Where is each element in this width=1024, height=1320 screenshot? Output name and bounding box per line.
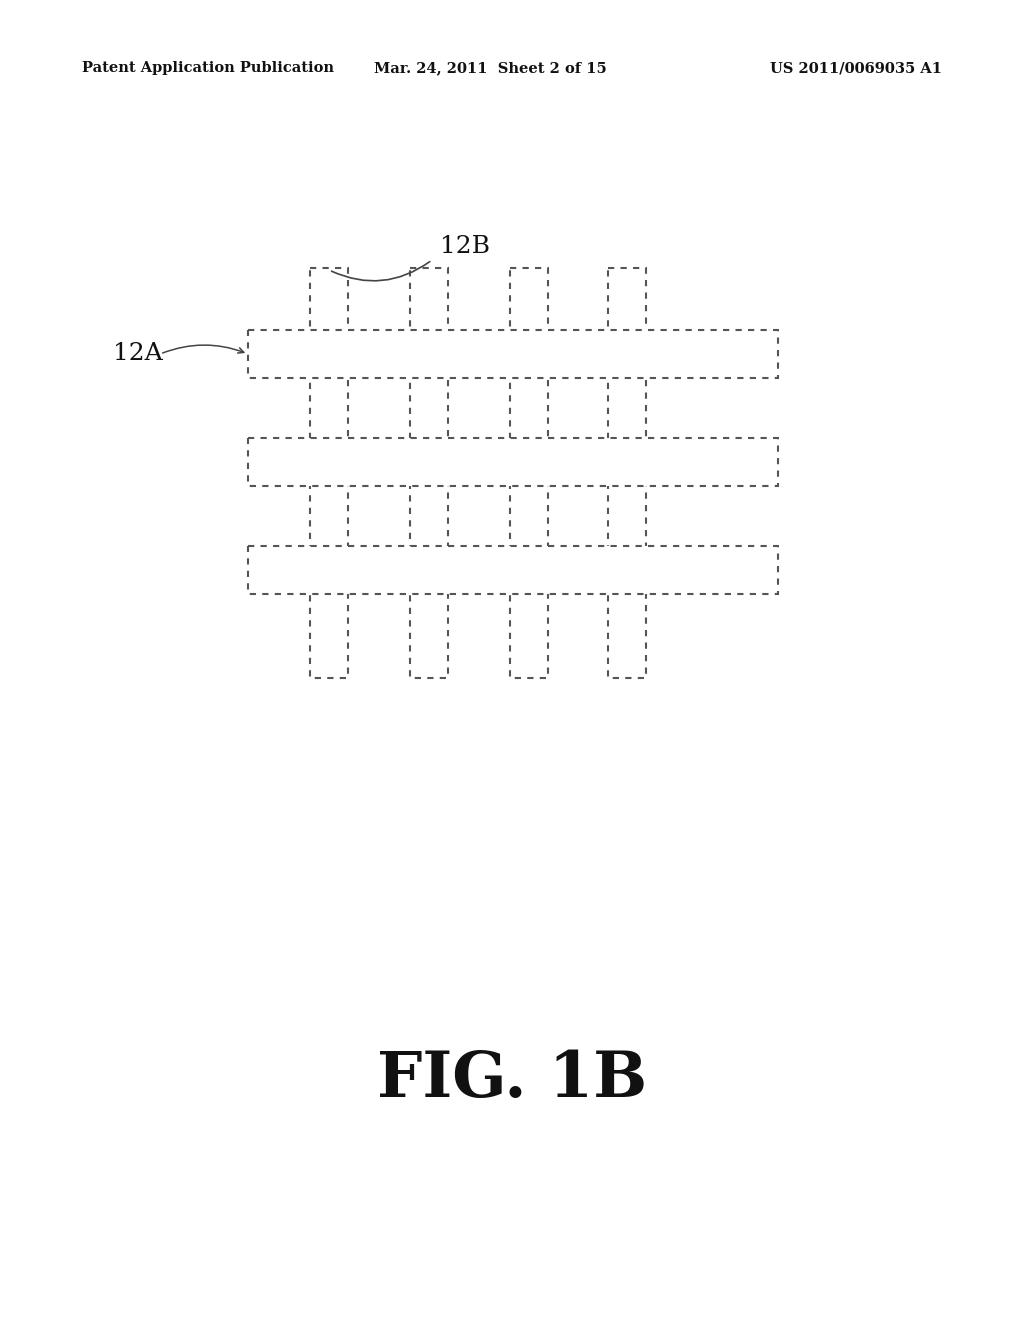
Bar xyxy=(310,268,348,678)
Text: 12A: 12A xyxy=(114,342,163,366)
Text: Patent Application Publication: Patent Application Publication xyxy=(82,61,334,75)
Text: FIG. 1B: FIG. 1B xyxy=(377,1049,647,1110)
Bar xyxy=(248,330,778,378)
Text: US 2011/0069035 A1: US 2011/0069035 A1 xyxy=(770,61,942,75)
Bar xyxy=(248,438,778,486)
Text: Mar. 24, 2011  Sheet 2 of 15: Mar. 24, 2011 Sheet 2 of 15 xyxy=(374,61,606,75)
Bar xyxy=(510,268,548,678)
Bar xyxy=(608,268,646,678)
Bar xyxy=(248,546,778,594)
Bar xyxy=(410,268,449,678)
Text: 12B: 12B xyxy=(440,235,490,257)
